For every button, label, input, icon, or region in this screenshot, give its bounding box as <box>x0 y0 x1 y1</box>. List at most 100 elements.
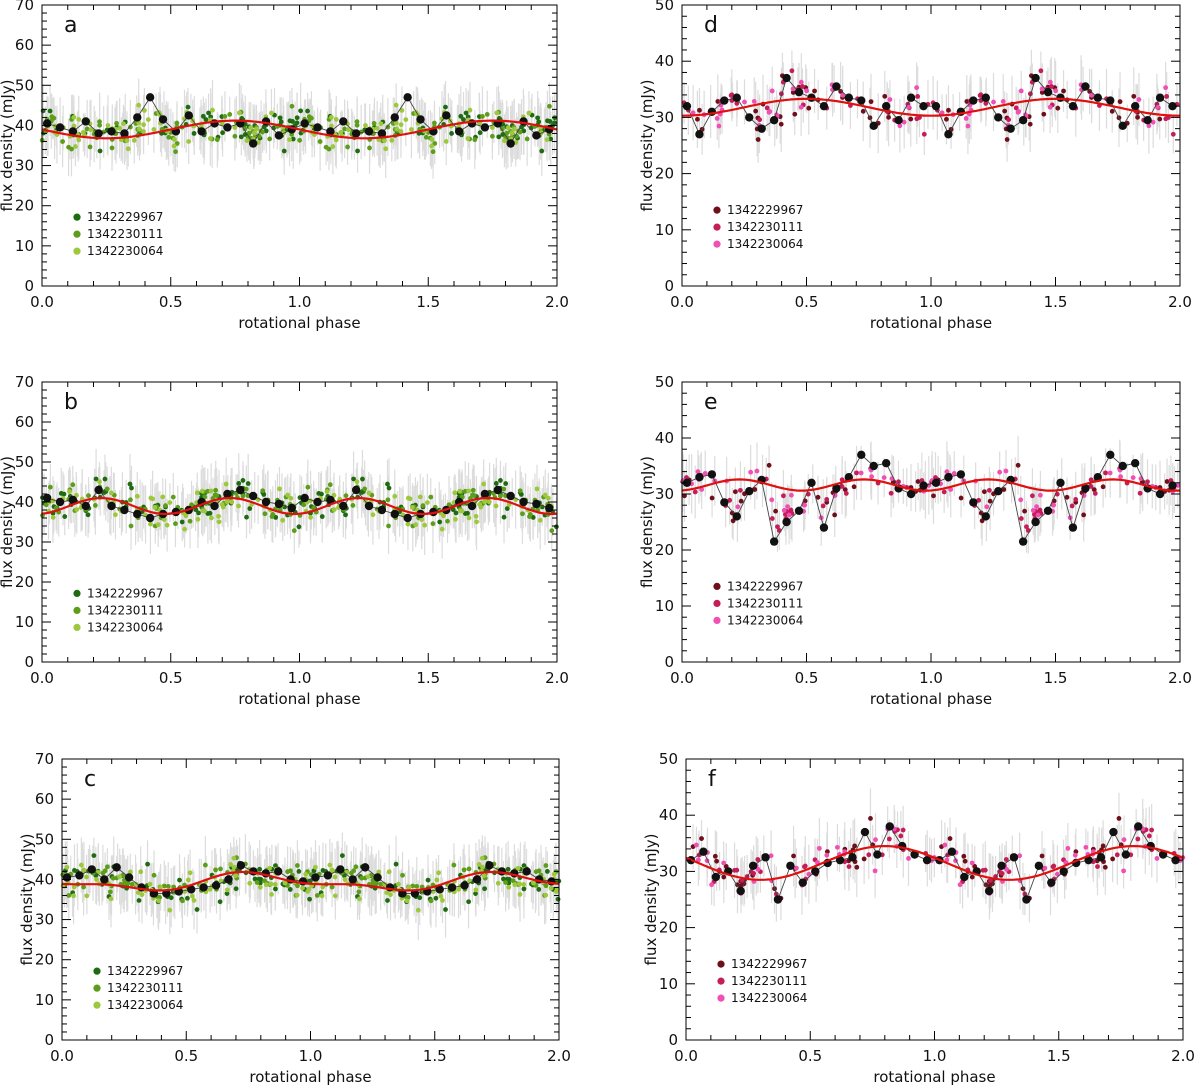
data-point-1342230111 <box>342 126 348 132</box>
binned-point <box>360 863 370 872</box>
binned-point <box>248 139 258 148</box>
y-tick-label: 20 <box>15 197 34 215</box>
data-point-1342230111 <box>982 867 988 873</box>
binned-point <box>442 111 451 120</box>
data-point-1342230064 <box>694 842 699 848</box>
legend-marker <box>73 247 81 255</box>
binned-point <box>773 895 783 904</box>
data-point-1342230111 <box>886 836 892 842</box>
data-point-1342230064 <box>389 138 395 143</box>
x-tick-label: 0.5 <box>159 669 183 687</box>
data-point-1342230111 <box>314 893 320 898</box>
data-point-1342230064 <box>1150 119 1156 125</box>
binned-point <box>273 867 283 876</box>
data-point-1342230064 <box>1004 866 1009 872</box>
data-point-1342230064 <box>429 137 435 142</box>
data-point-1342230111 <box>824 497 830 502</box>
binned-point <box>1155 93 1165 102</box>
data-point-1342230064 <box>225 498 231 504</box>
data-point-1342230111 <box>1006 117 1012 123</box>
y-tick-label: 70 <box>15 373 34 391</box>
x-tick-label: 1.5 <box>416 293 440 311</box>
data-point-1342230064 <box>394 126 400 132</box>
data-point-1342230111 <box>914 116 920 122</box>
binned-point <box>364 127 374 136</box>
data-point-1342230064 <box>534 486 540 492</box>
data-point-1342230064 <box>160 494 166 500</box>
data-point-1342229967 <box>177 877 182 883</box>
y-axis-title: flux density (mJy) <box>638 456 656 588</box>
data-point-1342230064 <box>495 880 501 886</box>
binned-point <box>881 459 891 468</box>
data-point-1342229967 <box>544 868 550 874</box>
binned-point <box>506 139 515 148</box>
data-point-1342230064 <box>81 867 87 873</box>
data-point-1342229967 <box>443 907 448 912</box>
data-point-1342230111 <box>888 490 894 496</box>
data-point-1342230111 <box>166 134 172 140</box>
legend-marker <box>713 616 721 625</box>
legend-label: 1342230064 <box>727 237 803 251</box>
panel-d: 0 10 20 30 40 50 0.0 0.5 1.0 1.5 2.0 rotational pha… <box>638 0 1192 332</box>
data-point-1342230111 <box>297 137 303 143</box>
data-point-1342230064 <box>182 526 188 532</box>
y-tick-label: 30 <box>15 157 34 175</box>
data-point-1342230111 <box>1163 116 1169 122</box>
data-point-1342229967 <box>521 128 527 134</box>
data-point-1342230064 <box>257 884 263 890</box>
data-point-1342230111 <box>129 881 135 887</box>
x-axis-title: rotational phase <box>873 1068 995 1086</box>
data-point-1342230111 <box>410 883 416 889</box>
data-point-1342229967 <box>294 115 300 121</box>
data-point-1342229967 <box>981 489 987 495</box>
data-point-1342230111 <box>104 486 110 492</box>
x-tick-label: 0.5 <box>795 293 819 311</box>
binned-point <box>944 473 953 482</box>
data-point-1342229967 <box>298 108 304 114</box>
data-point-1342230111 <box>60 139 66 144</box>
data-point-1342230064 <box>1047 79 1053 85</box>
data-point-1342230064 <box>376 869 382 875</box>
data-point-1342230064 <box>887 97 893 102</box>
binned-point <box>480 123 490 132</box>
data-point-1342230111 <box>915 94 921 99</box>
data-point-1342230064 <box>984 504 990 510</box>
data-point-1342229967 <box>861 856 867 862</box>
data-point-1342230064 <box>944 469 950 475</box>
data-point-1342230064 <box>766 109 772 115</box>
data-point-1342230064 <box>466 515 472 521</box>
data-point-1342229967 <box>1022 508 1027 514</box>
data-point-1342229967 <box>695 116 700 122</box>
model-curve <box>682 97 1180 117</box>
binned-point <box>745 113 754 122</box>
data-point-1342230111 <box>127 124 133 130</box>
data-point-1342229967 <box>1110 856 1116 862</box>
data-point-1342230064 <box>399 107 405 113</box>
data-point-1342230064 <box>294 892 300 898</box>
data-point-1342230111 <box>270 512 276 517</box>
binned-point <box>210 501 219 511</box>
data-point-1342229967 <box>738 498 744 504</box>
binned-point <box>1068 523 1078 532</box>
data-point-1342230111 <box>789 68 795 74</box>
data-point-1342229967 <box>307 896 312 902</box>
data-point-1342229967 <box>1064 494 1070 500</box>
binned-point <box>860 827 870 837</box>
binned-point <box>403 93 412 102</box>
data-point-1342230111 <box>517 488 523 494</box>
data-point-1342230111 <box>351 868 357 874</box>
data-point-1342230064 <box>236 503 241 509</box>
legend-label: 1342230064 <box>87 244 163 258</box>
data-point-1342229967 <box>1001 487 1007 492</box>
binned-point <box>145 93 155 102</box>
data-point-1342230111 <box>802 864 807 870</box>
legend: 1342229967 1342230111 1342230064 <box>713 203 803 251</box>
data-point-1342230064 <box>901 119 907 125</box>
data-point-1342230064 <box>231 855 237 861</box>
data-point-1342230111 <box>1003 857 1009 862</box>
data-point-1342229967 <box>697 107 702 113</box>
binned-point <box>403 513 412 523</box>
data-point-1342230111 <box>1024 524 1029 530</box>
data-point-1342230064 <box>742 99 747 105</box>
binned-point <box>1034 861 1044 870</box>
